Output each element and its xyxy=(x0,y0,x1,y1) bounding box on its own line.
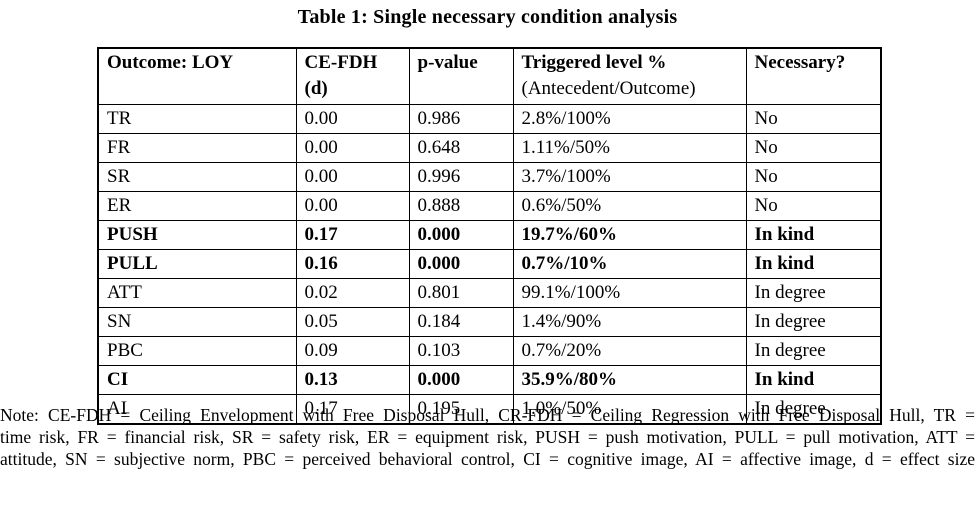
cell-p-value: 0.986 xyxy=(408,103,514,134)
cell-ce-fdh: 0.17 xyxy=(295,219,410,250)
cell-ce-fdh: 0.00 xyxy=(295,161,410,192)
cell-triggered-level: 0.7%/20% xyxy=(512,335,747,366)
table-row-push: PUSH 0.17 0.000 19.7%/60% In kind xyxy=(97,219,882,250)
cell-triggered-level: 0.6%/50% xyxy=(512,190,747,221)
cell-outcome: ATT xyxy=(97,277,297,308)
cell-necessary: No xyxy=(745,190,882,221)
cell-necessary: In kind xyxy=(745,248,882,279)
cell-triggered-level: 1.11%/50% xyxy=(512,132,747,163)
header-p-value: p-value xyxy=(408,47,514,105)
cell-outcome: AI xyxy=(97,393,297,424)
table-row-ci: CI 0.13 0.000 35.9%/80% In kind xyxy=(97,364,882,395)
header-necessary-label: Necessary? xyxy=(754,52,846,73)
note-line-3: attitude, SN = subjective norm, PBC = pe… xyxy=(0,449,975,469)
cell-triggered-level: 1.0%/50% xyxy=(512,393,747,424)
cell-triggered-level: 0.7%/10% xyxy=(512,248,747,279)
cell-outcome: SR xyxy=(97,161,297,192)
table-title: Table 1: Single necessary condition anal… xyxy=(297,6,678,28)
header-triggered-level: Triggered level % (Antecedent/Outcome) xyxy=(512,47,747,105)
cell-ce-fdh: 0.00 xyxy=(295,190,410,221)
cell-ce-fdh: 0.05 xyxy=(295,306,410,337)
cell-outcome: PBC xyxy=(97,335,297,366)
cell-triggered-level: 99.1%/100% xyxy=(512,277,747,308)
cell-ce-fdh: 0.17 xyxy=(295,393,410,424)
header-necessary: Necessary? xyxy=(745,47,882,105)
cell-triggered-level: 3.7%/100% xyxy=(512,161,747,192)
cell-p-value: 0.000 xyxy=(408,219,514,250)
table-row-sn: SN 0.05 0.184 1.4%/90% In degree xyxy=(97,306,882,337)
cell-p-value: 0.996 xyxy=(408,161,514,192)
cell-necessary: No xyxy=(745,161,882,192)
header-triggered-level-sublabel: (Antecedent/Outcome) xyxy=(521,78,696,99)
note-line-1: Note: CE-FDH = Ceiling Envelopment with … xyxy=(0,405,975,425)
cell-ce-fdh: 0.00 xyxy=(295,103,410,134)
header-outcome-loy: Outcome: LOY xyxy=(97,47,297,105)
cell-necessary: In degree xyxy=(745,277,882,308)
cell-necessary: In kind xyxy=(745,219,882,250)
cell-outcome: SN xyxy=(97,306,297,337)
note-line-2: time risk, FR = financial risk, SR = saf… xyxy=(0,427,975,447)
header-p-value-label: p-value xyxy=(417,52,478,73)
table-header-row: Outcome: LOY CE-FDH (d) p-value Triggere… xyxy=(97,47,882,105)
cell-ce-fdh: 0.00 xyxy=(295,132,410,163)
cell-outcome: ER xyxy=(97,190,297,221)
table-row-fr: FR 0.00 0.648 1.11%/50% No xyxy=(97,132,882,163)
cell-ce-fdh: 0.02 xyxy=(295,277,410,308)
header-triggered-level-label: Triggered level % xyxy=(521,52,667,73)
table-row-sr: SR 0.00 0.996 3.7%/100% No xyxy=(97,161,882,192)
cell-p-value: 0.801 xyxy=(408,277,514,308)
cell-p-value: 0.000 xyxy=(408,248,514,279)
nca-table: Outcome: LOY CE-FDH (d) p-value Triggere… xyxy=(97,47,882,425)
cell-necessary: No xyxy=(745,132,882,163)
table-row-tr: TR 0.00 0.986 2.8%/100% No xyxy=(97,103,882,134)
header-ce-fdh: CE-FDH (d) xyxy=(295,47,410,105)
cell-p-value: 0.184 xyxy=(408,306,514,337)
cell-triggered-level: 19.7%/60% xyxy=(512,219,747,250)
cell-necessary: In kind xyxy=(745,364,882,395)
cell-triggered-level: 35.9%/80% xyxy=(512,364,747,395)
table-row-pull: PULL 0.16 0.000 0.7%/10% In kind xyxy=(97,248,882,279)
cell-p-value: 0.000 xyxy=(408,364,514,395)
cell-outcome: PUSH xyxy=(97,219,297,250)
header-ce-fdh-label: CE-FDH xyxy=(304,52,378,73)
header-ce-fdh-sublabel: (d) xyxy=(304,78,328,99)
table-row-pbc: PBC 0.09 0.103 0.7%/20% In degree xyxy=(97,335,882,366)
cell-p-value: 0.103 xyxy=(408,335,514,366)
cell-p-value: 0.888 xyxy=(408,190,514,221)
cell-outcome: PULL xyxy=(97,248,297,279)
cell-necessary: No xyxy=(745,103,882,134)
cell-triggered-level: 1.4%/90% xyxy=(512,306,747,337)
cell-p-value: 0.648 xyxy=(408,132,514,163)
cell-triggered-level: 2.8%/100% xyxy=(512,103,747,134)
cell-necessary: In degree xyxy=(745,393,882,424)
cell-necessary: In degree xyxy=(745,335,882,366)
table-row-ai: AI 0.17 0.195 1.0%/50% In degree xyxy=(97,393,882,424)
table-note: Note: CE-FDH = Ceiling Envelopment with … xyxy=(0,404,975,470)
cell-outcome: TR xyxy=(97,103,297,134)
table-row-er: ER 0.00 0.888 0.6%/50% No xyxy=(97,190,882,221)
header-outcome-loy-label: Outcome: LOY xyxy=(107,52,234,73)
cell-outcome: CI xyxy=(97,364,297,395)
cell-necessary: In degree xyxy=(745,306,882,337)
cell-ce-fdh: 0.13 xyxy=(295,364,410,395)
cell-ce-fdh: 0.16 xyxy=(295,248,410,279)
cell-outcome: FR xyxy=(97,132,297,163)
table-row-att: ATT 0.02 0.801 99.1%/100% In degree xyxy=(97,277,882,308)
cell-ce-fdh: 0.09 xyxy=(295,335,410,366)
